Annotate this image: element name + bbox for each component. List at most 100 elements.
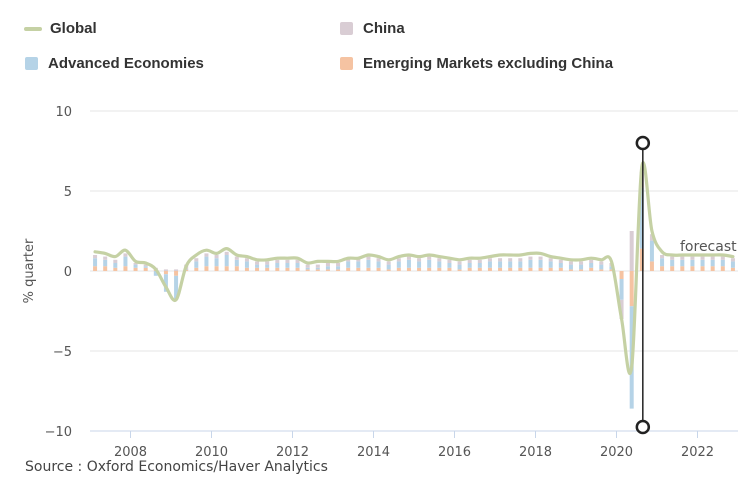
bar-segment [690, 256, 695, 260]
bar-segment [346, 267, 351, 271]
bar-segment [234, 256, 239, 260]
legend-item-china[interactable]: China [340, 20, 405, 37]
legend-label-advanced: Advanced Economies [48, 55, 204, 72]
bar-segment [244, 261, 249, 268]
bar-segment [133, 267, 138, 271]
bar-segment [518, 261, 523, 268]
bar-segment [396, 267, 401, 271]
y-tick-label: −10 [45, 425, 72, 440]
bar-segment [528, 256, 533, 260]
x-tick-label: 2020 [600, 445, 633, 460]
bar-segment [396, 261, 401, 268]
x-tick-label: 2008 [114, 445, 147, 460]
bar-segment [275, 263, 280, 268]
bar-segment [487, 258, 492, 262]
bar-segment [113, 259, 118, 263]
chart-line [93, 161, 735, 376]
bar-segment [487, 267, 492, 271]
bar-segment [204, 253, 209, 257]
bar-segment [325, 269, 330, 271]
legend-item-emerging[interactable]: Emerging Markets excluding China [340, 55, 613, 72]
bar-segment [609, 269, 614, 271]
bar-segment [498, 267, 503, 271]
bar-segment [285, 263, 290, 268]
bar-segment [224, 251, 229, 255]
legend-item-global[interactable]: Global [24, 20, 97, 37]
bar-segment [143, 267, 148, 271]
bar-segment [285, 259, 290, 263]
bar-segment [103, 256, 108, 260]
bar-segment [427, 267, 432, 271]
bar-segment [163, 271, 168, 275]
bar-segment [194, 267, 199, 271]
bar-segment [568, 261, 573, 265]
bar-segment [336, 266, 341, 270]
bar-segment [649, 261, 654, 271]
bar-segment [599, 261, 604, 265]
bar-segment [275, 259, 280, 263]
bar-segment [295, 263, 300, 268]
bar-segment [336, 263, 341, 267]
bar-segment [315, 264, 320, 268]
legend-label-emerging: Emerging Markets excluding China [363, 55, 614, 72]
bar-segment [538, 267, 543, 271]
bar-segment [548, 258, 553, 262]
legend-item-advanced[interactable]: Advanced Economies [25, 55, 204, 72]
bar-segment [255, 267, 260, 271]
bar-segment [174, 271, 179, 276]
legend-swatch-china [340, 22, 353, 35]
bar-segment [447, 263, 452, 268]
bar-segment [477, 259, 482, 263]
bar-segment [730, 258, 735, 262]
bar-segment [589, 267, 594, 271]
bar-segment [285, 267, 290, 271]
bar-segment [538, 256, 543, 260]
bar-segment [558, 263, 563, 268]
bar-segment [518, 258, 523, 262]
bar-segment [548, 261, 553, 268]
x-tick-label: 2022 [681, 445, 714, 460]
bar-segment [629, 231, 634, 271]
bar-segment [376, 258, 381, 262]
bar-segment [487, 261, 492, 268]
legend-swatch-global [24, 26, 42, 31]
bar-segment [103, 259, 108, 267]
bar-segment [305, 267, 310, 270]
bar-segment [214, 255, 219, 259]
bar-segment [295, 259, 300, 263]
bar-segment [224, 255, 229, 267]
bar-segment [93, 258, 98, 267]
forecast-annotation: forecast [680, 239, 737, 255]
bar-segment [234, 259, 239, 267]
bar-segment [437, 261, 442, 268]
bar-segment [710, 266, 715, 271]
bar-segment [244, 258, 249, 262]
bar-segment [528, 259, 533, 268]
bar-segment [386, 264, 391, 270]
bar-segment [417, 261, 422, 268]
bar-segment [325, 263, 330, 267]
bar-segment [174, 275, 179, 300]
bar-segment [194, 261, 199, 268]
bar-segment [204, 266, 209, 271]
bar-segment [153, 271, 158, 276]
bar-segment [680, 266, 685, 271]
bar-segment [406, 256, 411, 260]
bar-segment [133, 263, 138, 265]
bar-segment [265, 267, 270, 271]
bar-segment [315, 267, 320, 270]
bar-segment [305, 264, 310, 268]
bar-segment [103, 266, 108, 271]
source-note: Source : Oxford Economics/Haver Analytic… [25, 459, 328, 475]
bar-segment [619, 271, 624, 279]
bar-segment [234, 266, 239, 271]
bar-segment [508, 258, 513, 262]
bar-segment [558, 259, 563, 263]
bar-segment [457, 261, 462, 265]
x-tick-label: 2010 [195, 445, 228, 460]
y-tick-label: −5 [53, 345, 72, 360]
bar-segment [325, 266, 330, 270]
bar-segment [417, 258, 422, 262]
bar-segment [680, 259, 685, 267]
